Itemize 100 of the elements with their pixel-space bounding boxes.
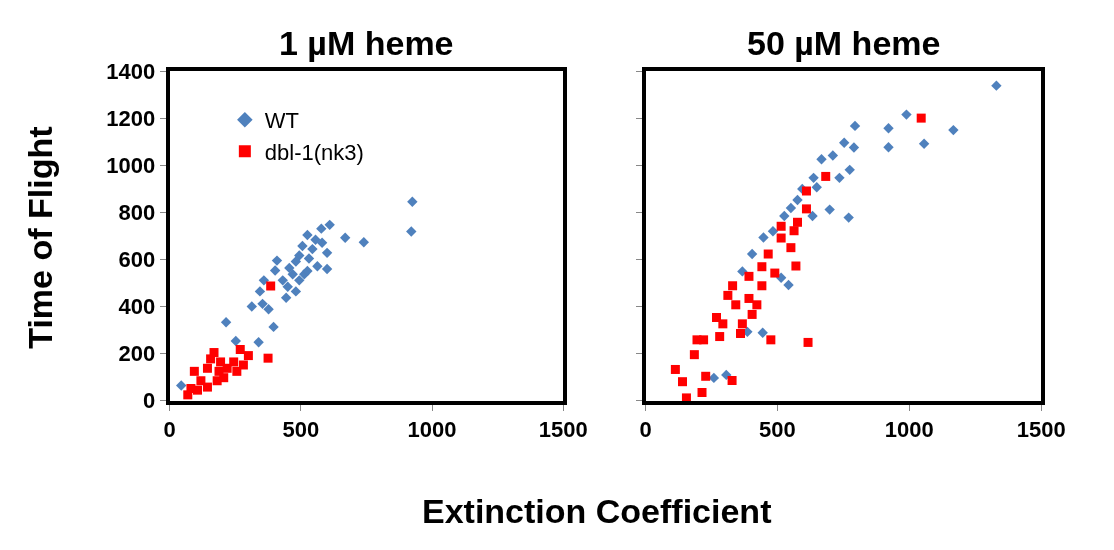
legend-label: WT xyxy=(264,108,300,134)
point xyxy=(263,353,273,363)
point xyxy=(737,319,747,329)
point xyxy=(189,366,199,376)
point xyxy=(321,247,333,259)
point xyxy=(779,210,790,222)
point xyxy=(280,292,292,303)
point xyxy=(303,253,315,264)
point xyxy=(991,80,1002,91)
point xyxy=(746,248,758,260)
point xyxy=(948,124,959,136)
x-tick-label: 1000 xyxy=(407,416,457,442)
chart-title: 50 µM heme xyxy=(747,24,941,62)
point xyxy=(789,226,799,236)
point xyxy=(824,204,835,215)
point xyxy=(316,223,327,234)
point xyxy=(916,113,926,123)
point xyxy=(321,263,333,275)
point xyxy=(316,237,328,248)
point xyxy=(246,301,257,312)
y-tick-label: 1000 xyxy=(106,153,156,179)
point xyxy=(196,376,206,386)
point xyxy=(728,281,738,291)
point xyxy=(723,290,733,300)
point xyxy=(801,204,811,214)
point xyxy=(766,335,776,345)
x-tick-label: 0 xyxy=(639,416,652,442)
point xyxy=(801,186,811,196)
point xyxy=(206,354,216,364)
point xyxy=(230,335,241,347)
point xyxy=(731,300,741,310)
point xyxy=(263,304,274,315)
point xyxy=(302,229,313,241)
y-tick-label: 1200 xyxy=(106,106,156,132)
point xyxy=(747,309,757,319)
y-tick-label: 600 xyxy=(118,247,156,273)
point xyxy=(803,337,813,347)
point xyxy=(697,388,707,397)
point xyxy=(838,137,850,149)
point xyxy=(737,266,748,277)
point xyxy=(791,261,801,271)
point xyxy=(232,366,242,376)
point xyxy=(670,364,680,374)
point xyxy=(407,196,418,208)
point xyxy=(216,357,226,367)
y-tick-label: 1400 xyxy=(106,59,156,85)
point xyxy=(763,249,773,259)
point xyxy=(883,123,894,134)
point xyxy=(727,376,737,386)
legend-label: dbl-1(nk3) xyxy=(264,139,364,165)
point xyxy=(297,240,308,252)
point xyxy=(901,109,912,120)
point xyxy=(312,261,323,272)
point xyxy=(269,265,281,276)
x-tick-label: 1500 xyxy=(538,416,588,442)
point xyxy=(699,335,709,345)
point xyxy=(290,256,302,267)
y-tick-label: 200 xyxy=(118,341,156,367)
point xyxy=(744,293,754,303)
point xyxy=(775,272,787,283)
point xyxy=(212,376,222,386)
point xyxy=(827,150,839,161)
point xyxy=(792,194,803,206)
y-tick-label: 800 xyxy=(118,200,156,226)
point xyxy=(192,385,202,395)
point xyxy=(757,281,767,291)
point xyxy=(715,332,725,342)
point xyxy=(776,233,786,243)
point xyxy=(229,357,239,367)
point xyxy=(757,262,767,272)
point xyxy=(176,380,187,391)
point xyxy=(844,164,855,176)
point xyxy=(918,138,930,149)
point xyxy=(254,286,266,297)
point xyxy=(776,221,786,231)
point xyxy=(406,226,417,237)
point xyxy=(843,212,854,223)
point xyxy=(202,363,212,373)
point xyxy=(271,255,283,266)
point xyxy=(257,298,268,310)
point xyxy=(767,226,779,237)
point xyxy=(701,371,711,381)
y-tick-label: 400 xyxy=(118,294,156,320)
point xyxy=(718,319,728,329)
point xyxy=(287,269,298,280)
point xyxy=(744,271,754,281)
point xyxy=(220,317,232,328)
point xyxy=(277,275,288,286)
point xyxy=(689,350,699,360)
x-tick-label: 500 xyxy=(759,416,796,442)
point xyxy=(883,142,894,153)
y-tick-label: 0 xyxy=(143,388,156,414)
point xyxy=(302,265,313,277)
point xyxy=(284,262,295,274)
point xyxy=(783,279,794,291)
x-tick-label: 1000 xyxy=(884,416,934,442)
x-axis-title: Extinction Coefficient xyxy=(422,492,772,530)
point xyxy=(324,219,335,231)
point xyxy=(757,327,768,338)
point xyxy=(339,232,351,243)
